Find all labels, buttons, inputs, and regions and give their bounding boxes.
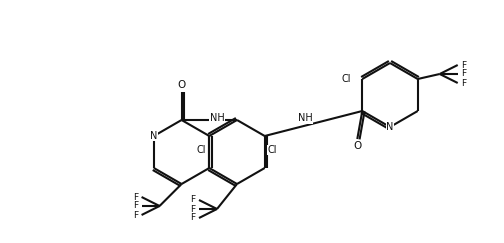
Text: F: F — [461, 69, 466, 78]
Text: Cl: Cl — [197, 145, 206, 155]
Text: F: F — [191, 205, 196, 214]
Text: F: F — [461, 61, 466, 69]
Text: Cl: Cl — [342, 74, 351, 84]
Text: NH: NH — [298, 113, 313, 123]
Text: F: F — [133, 210, 138, 219]
Text: F: F — [461, 78, 466, 87]
Text: F: F — [133, 192, 138, 201]
Text: O: O — [177, 80, 185, 90]
Text: F: F — [191, 196, 196, 205]
Text: N: N — [386, 122, 394, 132]
Text: Cl: Cl — [268, 145, 278, 155]
Text: NH: NH — [210, 113, 225, 123]
Text: F: F — [191, 214, 196, 223]
Text: O: O — [353, 141, 361, 151]
Text: F: F — [133, 201, 138, 210]
Text: N: N — [150, 131, 158, 141]
